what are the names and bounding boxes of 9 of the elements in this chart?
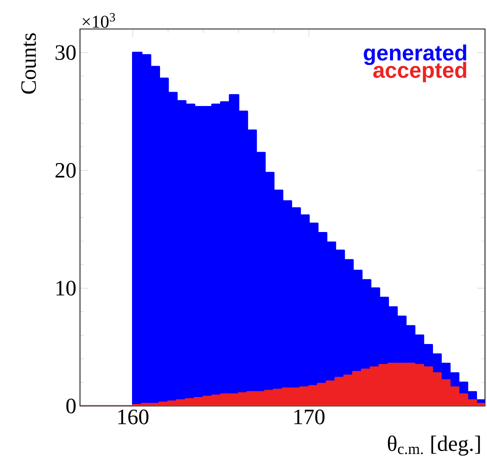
y-tick-label: 30 [56,45,76,60]
x-tick-label: 160 [118,410,148,424]
y-tick-label: 0 [66,398,76,414]
y-tick-label: 10 [56,280,76,296]
x-tick-label: 170 [294,410,325,424]
y-axis-title: Counts [21,33,36,94]
text: ×10$^{3}$ [82,13,116,28]
y-tick-label: 20 [56,162,76,178]
x-axis-title: θ$_{c.m.}$ [deg.] [388,436,480,456]
